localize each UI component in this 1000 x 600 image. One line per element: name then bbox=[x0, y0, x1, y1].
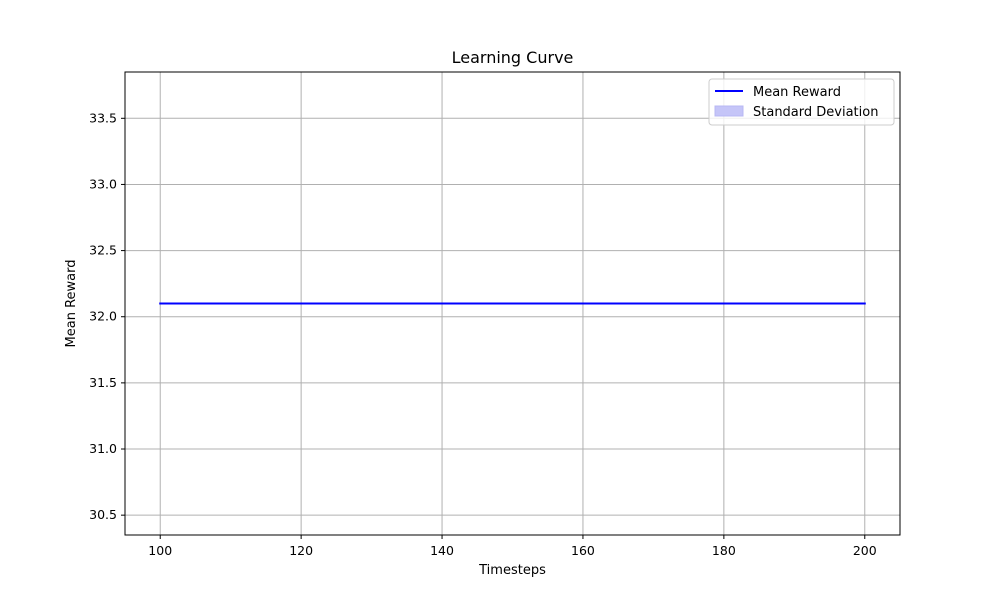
y-axis-ticks: 30.5 31.0 31.5 32.0 32.5 33.0 33.5 bbox=[89, 110, 125, 522]
x-axis-label: Timesteps bbox=[478, 563, 546, 578]
y-tick-label-6: 33.5 bbox=[89, 110, 117, 125]
legend-box bbox=[708, 78, 895, 126]
x-tick-label-4: 180 bbox=[712, 543, 736, 558]
y-tick-label-1: 31.0 bbox=[89, 441, 117, 456]
y-tick-label-2: 31.5 bbox=[89, 375, 117, 390]
y-tick-label-4: 32.5 bbox=[89, 243, 117, 258]
x-axis-ticks: 100 120 140 160 180 200 bbox=[148, 535, 877, 558]
legend: Mean Reward Standard Deviation bbox=[708, 78, 895, 126]
x-tick-label-5: 200 bbox=[853, 543, 877, 558]
y-tick-label-0: 30.5 bbox=[89, 507, 117, 522]
y-tick-label-3: 32.0 bbox=[89, 309, 117, 324]
y-axis-label: Mean Reward bbox=[64, 260, 79, 348]
plot-frame bbox=[124, 71, 901, 536]
x-tick-label-3: 160 bbox=[571, 543, 595, 558]
legend-standard-deviation-swatch bbox=[714, 105, 744, 117]
legend-standard-deviation-label: Standard Deviation bbox=[753, 105, 878, 120]
chart-title: Learning Curve bbox=[452, 48, 574, 67]
legend-mean-reward-label: Mean Reward bbox=[753, 85, 841, 100]
y-tick-label-5: 33.0 bbox=[89, 176, 117, 191]
x-tick-label-2: 140 bbox=[430, 543, 454, 558]
x-tick-label-1: 120 bbox=[289, 543, 313, 558]
x-tick-label-0: 100 bbox=[148, 543, 172, 558]
